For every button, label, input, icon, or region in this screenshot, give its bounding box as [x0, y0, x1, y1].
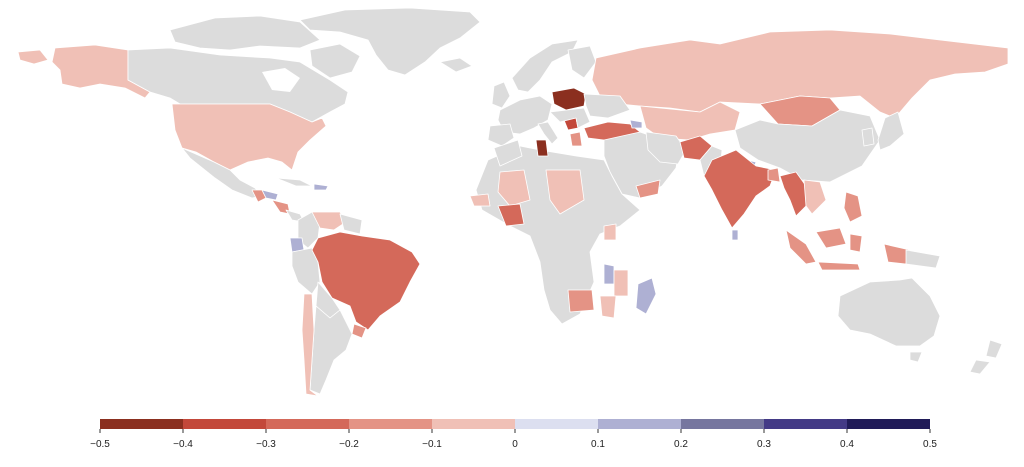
legend-tick-label: −0.5 [90, 439, 110, 450]
region-tunisia [535, 139, 549, 157]
region-hispaniola [313, 183, 329, 191]
region-italy [537, 121, 559, 145]
region-china [734, 109, 881, 183]
region-java [817, 261, 861, 271]
region-venezuela [311, 211, 347, 231]
region-baffin [309, 43, 361, 79]
region-finland [567, 45, 597, 79]
region-iran [645, 131, 687, 165]
region-sumatra [785, 229, 817, 265]
region-uk [491, 81, 511, 109]
region-greenland [299, 7, 481, 76]
region-hudson-bay [262, 68, 300, 92]
region-chile [301, 293, 319, 397]
region-japan [877, 111, 905, 151]
region-senegal [469, 193, 491, 207]
region-norway [511, 39, 579, 93]
region-mozambique [599, 295, 617, 319]
legend-swatch [100, 419, 183, 429]
region-australia [837, 277, 941, 347]
region-mali [497, 169, 531, 207]
color-legend: −0.5 −0.4 −0.3 −0.2 −0.1 0 0.1 0.2 0.3 0.4 0.5 [90, 419, 937, 450]
region-new-zealand [985, 339, 1003, 359]
region-central-america [261, 189, 279, 201]
legend-swatch [681, 419, 764, 429]
region-georgia [629, 119, 643, 129]
region-guianas [339, 213, 363, 235]
region-philippines [843, 191, 863, 223]
region-russia [591, 29, 1009, 119]
legend-tick-label: −0.4 [173, 439, 193, 450]
region-sri-lanka [731, 229, 739, 241]
legend-swatch [598, 419, 681, 429]
region-arctic-islands [169, 15, 321, 51]
region-new-zealand-south [969, 359, 991, 375]
legend-swatch [349, 419, 432, 429]
legend-tick-label: −0.1 [422, 439, 442, 450]
legend-swatch [432, 419, 515, 429]
region-morocco [493, 139, 523, 167]
region-myanmar [779, 171, 807, 217]
region-ethiopia [603, 223, 617, 241]
legend-swatch [764, 419, 847, 429]
legend-tick-label: 0.2 [674, 439, 688, 450]
region-yemen [635, 179, 661, 199]
legend-swatch [847, 419, 930, 429]
region-malaysia [815, 227, 847, 249]
region-ukraine [583, 93, 631, 119]
region-balkans [549, 107, 591, 129]
legend-swatch [515, 419, 598, 429]
legend-tick-label: −0.3 [256, 439, 276, 450]
region-ghana [497, 203, 525, 227]
legend-tick-label: 0.3 [757, 439, 771, 450]
region-zambia [567, 289, 595, 313]
region-indochina [803, 179, 827, 215]
region-tanzania [613, 269, 629, 297]
region-greece [569, 131, 583, 147]
region-india [703, 149, 777, 229]
legend-tick-label: 0.1 [591, 439, 605, 450]
region-tasmania [909, 351, 923, 363]
legend-tick-label: 0 [512, 439, 518, 450]
legend-swatch [183, 419, 266, 429]
region-uganda [603, 263, 615, 285]
region-cuba [275, 177, 313, 187]
region-iberia [487, 123, 515, 147]
region-madagascar [635, 277, 657, 315]
region-bangladesh [767, 167, 781, 183]
region-poland [551, 87, 587, 111]
region-png [905, 249, 941, 269]
region-canada [127, 47, 349, 123]
region-korea [861, 127, 875, 147]
region-uruguay [351, 323, 367, 339]
legend-tick-label: −0.2 [339, 439, 359, 450]
region-sulawesi [849, 233, 863, 253]
legend-tick-label: 0.4 [840, 439, 854, 450]
legend-tick-label: 0.5 [923, 439, 937, 450]
region-niger [545, 169, 585, 215]
region-iceland [439, 57, 473, 73]
region-brazil [311, 231, 421, 331]
region-aleutians [17, 49, 49, 65]
region-argentina [309, 305, 353, 395]
legend-swatch [266, 419, 349, 429]
region-usa [171, 103, 327, 171]
